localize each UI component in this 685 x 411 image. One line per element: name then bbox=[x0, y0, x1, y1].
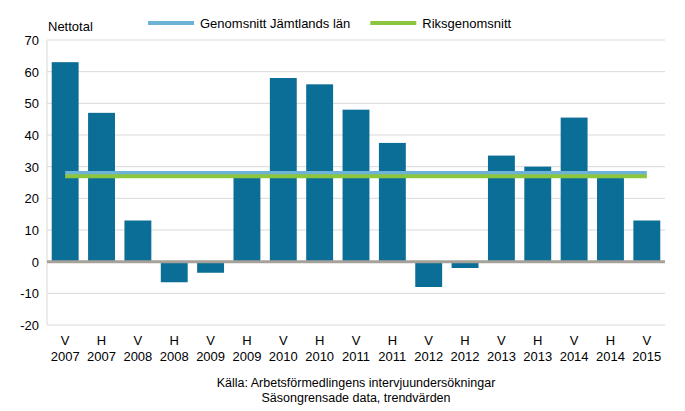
x-tick-label: V2014 bbox=[560, 333, 589, 364]
grid-line bbox=[47, 103, 665, 104]
bar bbox=[52, 62, 79, 261]
x-tick-label-line: 2010 bbox=[305, 349, 334, 364]
x-tick-label-line: V bbox=[61, 333, 70, 348]
x-tick-label-line: 2007 bbox=[51, 349, 80, 364]
y-tick-label: 20 bbox=[25, 191, 39, 206]
x-tick-label-line: V bbox=[352, 333, 361, 348]
y-axis bbox=[47, 40, 48, 325]
bar bbox=[197, 262, 224, 273]
x-tick-label-line: 2011 bbox=[342, 349, 370, 364]
x-tick-label-line: 2008 bbox=[160, 349, 189, 364]
y-tick-label: 0 bbox=[32, 255, 39, 270]
x-tick-label-line: 2014 bbox=[596, 349, 625, 364]
x-tick-label: H2013 bbox=[523, 333, 552, 364]
legend-swatch bbox=[370, 21, 416, 25]
grid-line bbox=[47, 325, 665, 326]
x-tick-label-line: V bbox=[206, 333, 215, 348]
x-tick-label-line: 2009 bbox=[232, 349, 261, 364]
x-tick-label-line: V bbox=[642, 333, 651, 348]
bar bbox=[270, 78, 297, 262]
x-tick-label: H2011 bbox=[378, 333, 406, 364]
x-tick-label-line: H bbox=[170, 333, 179, 348]
x-tick-label-line: H bbox=[460, 333, 469, 348]
plot-area bbox=[47, 62, 665, 287]
x-tick-label-line: H bbox=[315, 333, 324, 348]
x-tick-label-line: 2014 bbox=[560, 349, 589, 364]
x-tick-label: H2009 bbox=[232, 333, 261, 364]
x-tick-label-line: 2009 bbox=[196, 349, 225, 364]
x-tick-label-line: H bbox=[242, 333, 251, 348]
x-tick-label-line: H bbox=[533, 333, 542, 348]
bar bbox=[161, 262, 188, 283]
bar bbox=[561, 118, 588, 262]
x-tick-label: V2013 bbox=[487, 333, 516, 364]
x-tick-label-line: V bbox=[134, 333, 143, 348]
x-tick-label: H2007 bbox=[87, 333, 116, 364]
x-tick-label-line: V bbox=[497, 333, 506, 348]
grid bbox=[47, 40, 665, 325]
zero-line bbox=[47, 260, 665, 263]
x-tick-label-line: 2012 bbox=[451, 349, 480, 364]
x-tick-label: V2010 bbox=[269, 333, 298, 364]
grid-line bbox=[47, 40, 665, 41]
grid-line bbox=[47, 293, 665, 294]
source-note: Källa: Arbetsförmedlingens intervjuunder… bbox=[217, 376, 496, 390]
legend-label: Genomsnitt Jämtlands län bbox=[200, 16, 350, 31]
x-tick-label-line: H bbox=[97, 333, 106, 348]
bar bbox=[415, 262, 442, 287]
x-tick-label: H2010 bbox=[305, 333, 334, 364]
y-tick-label: 10 bbox=[25, 223, 39, 238]
bar bbox=[524, 167, 551, 262]
bar bbox=[233, 176, 260, 262]
y-tick-label: 60 bbox=[25, 65, 39, 80]
x-tick-label: H2008 bbox=[160, 333, 189, 364]
y-tick-label: -20 bbox=[20, 318, 39, 333]
x-tick-label-line: V bbox=[570, 333, 579, 348]
y-tick-label: -10 bbox=[20, 286, 39, 301]
x-tick-label-line: 2010 bbox=[269, 349, 298, 364]
x-tick-label: H2012 bbox=[451, 333, 480, 364]
bar bbox=[379, 143, 406, 262]
grid-line bbox=[47, 71, 665, 72]
x-tick-label-line: 2011 bbox=[378, 349, 406, 364]
y-axis-label: Nettotal bbox=[48, 19, 93, 34]
x-tick-label: V2015 bbox=[632, 333, 661, 364]
bar bbox=[343, 110, 370, 262]
x-tick-label-line: V bbox=[279, 333, 288, 348]
x-tick-label-line: V bbox=[424, 333, 433, 348]
x-tick-label-line: 2015 bbox=[632, 349, 661, 364]
bar bbox=[88, 113, 115, 262]
y-tick-label: 70 bbox=[25, 33, 39, 48]
x-tick-label-line: 2008 bbox=[123, 349, 152, 364]
x-tick-label-line: H bbox=[606, 333, 615, 348]
x-tick-label: V2012 bbox=[414, 333, 443, 364]
x-tick-label: H2014 bbox=[596, 333, 625, 364]
bar bbox=[633, 221, 660, 262]
x-tick-label: V2011 bbox=[342, 333, 370, 364]
x-tick-label-line: 2013 bbox=[487, 349, 516, 364]
x-tick-label: V2008 bbox=[123, 333, 152, 364]
x-tick-label-line: 2007 bbox=[87, 349, 116, 364]
average-line bbox=[65, 174, 647, 178]
bar bbox=[124, 221, 151, 262]
bar bbox=[597, 176, 624, 262]
x-tick-label: V2009 bbox=[196, 333, 225, 364]
x-tick-label: V2007 bbox=[51, 333, 80, 364]
y-tick-label: 40 bbox=[25, 128, 39, 143]
legend-swatch bbox=[148, 21, 194, 25]
chart: -20-10010203040506070NettotalV2007H2007V… bbox=[0, 0, 685, 411]
source-note: Säsongrensade data, trendvärden bbox=[261, 391, 450, 405]
legend-label: Riksgenomsnitt bbox=[422, 16, 511, 31]
y-tick-label: 50 bbox=[25, 96, 39, 111]
x-tick-label-line: H bbox=[388, 333, 397, 348]
x-tick-label-line: 2012 bbox=[414, 349, 443, 364]
x-tick-label-line: 2013 bbox=[523, 349, 552, 364]
y-tick-label: 30 bbox=[25, 160, 39, 175]
